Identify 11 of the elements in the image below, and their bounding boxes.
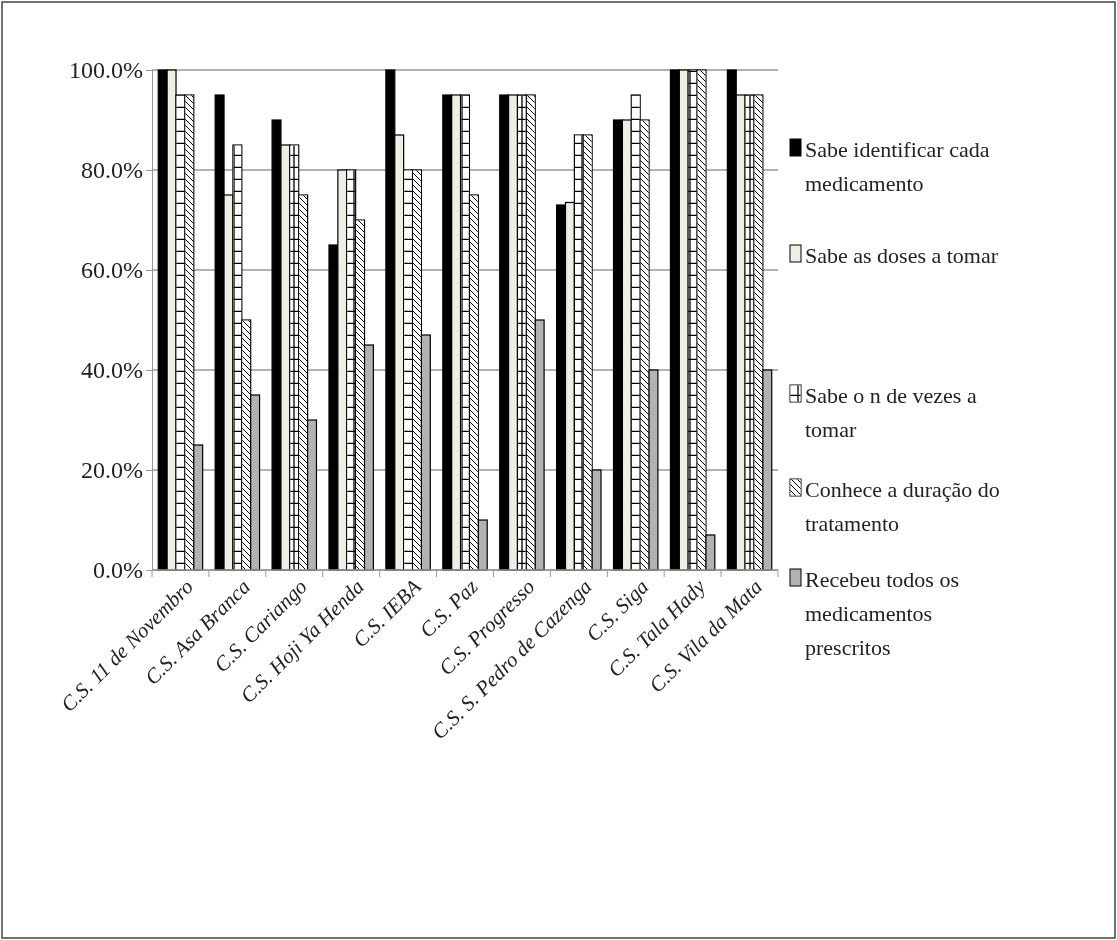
legend-label: Sabe identificar cada medicamento xyxy=(805,137,990,196)
legend-label: Sabe as doses a tomar xyxy=(805,243,999,268)
legend-label: Sabe o n de vezes a tomar xyxy=(805,383,977,442)
legend-label: Conhece a duração do tratamento xyxy=(805,477,1000,536)
y-tick-label: 60.0% xyxy=(81,257,143,284)
y-tick-label: 0.0% xyxy=(93,557,143,584)
y-tick-label: 100.0% xyxy=(69,57,143,84)
y-tick-label: 40.0% xyxy=(81,357,143,384)
legend-label: Recebeu todos os medicamentos prescritos xyxy=(805,567,959,660)
y-tick-label: 20.0% xyxy=(81,457,143,484)
y-tick-label: 80.0% xyxy=(81,157,143,184)
